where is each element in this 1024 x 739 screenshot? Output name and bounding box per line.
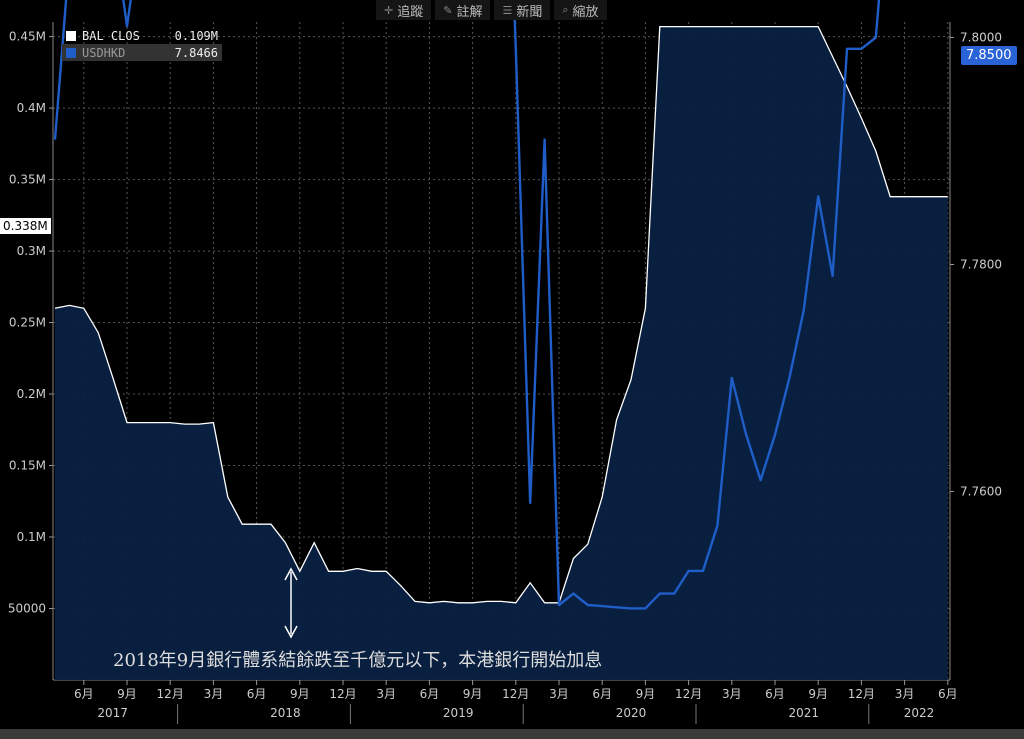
legend-item-usdhkd[interactable]: USDHKD 7.8466 <box>62 44 222 61</box>
left-tick-label: 50000 <box>8 602 46 616</box>
x-tick-label: 3月 <box>549 687 569 701</box>
x-tick-label: 6月 <box>938 687 958 701</box>
balance-area <box>55 26 948 681</box>
legend-series-name: USDHKD <box>82 45 126 60</box>
legend-series-value: 0.109M <box>174 28 218 43</box>
zoom-label: 縮放 <box>572 4 599 20</box>
annotation-arrow <box>284 567 298 639</box>
annotate-button[interactable]: ✎ 註解 <box>435 0 491 20</box>
annotation-text: 2018年9月銀行體系結餘跌至千億元以下，本港銀行開始加息 <box>113 650 603 671</box>
bottom-bar <box>0 729 1024 739</box>
x-year-label: 2019 <box>443 706 474 720</box>
news-label: 新聞 <box>516 4 543 20</box>
legend-series-value: 7.8466 <box>174 45 218 60</box>
x-tick-label: 3月 <box>204 687 224 701</box>
chart-legend: BAL CLOS 0.109M USDHKD 7.8466 <box>62 27 222 61</box>
current-balance-badge: 0.338M <box>0 218 51 234</box>
x-tick-label: 3月 <box>895 687 915 701</box>
legend-swatch <box>66 30 76 41</box>
x-tick-label: 6月 <box>247 687 267 701</box>
x-tick-label: 6月 <box>74 687 94 701</box>
legend-item-bal-clos[interactable]: BAL CLOS 0.109M <box>62 27 222 44</box>
x-tick-label: 9月 <box>290 687 310 701</box>
news-button[interactable]: ☰ 新聞 <box>494 0 551 20</box>
x-tick-label: 6月 <box>592 687 612 701</box>
legend-series-name: BAL CLOS <box>82 28 140 43</box>
series-lines <box>53 0 948 610</box>
x-year-label: 2017 <box>97 706 128 720</box>
x-tick-label: 12月 <box>502 687 529 701</box>
left-tick-label: 0.4M <box>17 101 46 115</box>
track-label: 追蹤 <box>397 4 424 20</box>
x-tick-label: 9月 <box>117 687 137 701</box>
x-tick-label: 6月 <box>765 687 785 701</box>
left-tick-label: 0.2M <box>17 387 46 401</box>
zoom-button[interactable]: ⌕ 縮放 <box>554 0 607 20</box>
right-tick-label: 7.7600 <box>960 485 1002 499</box>
left-tick-label: 0.1M <box>17 530 46 544</box>
x-tick-label: 9月 <box>808 687 828 701</box>
right-tick-label: 7.8000 <box>960 31 1002 45</box>
x-tick-label: 6月 <box>420 687 440 701</box>
left-tick-label: 0.45M <box>9 30 46 44</box>
series-line-bal-clos <box>54 25 948 604</box>
right-tick-label: 7.7800 <box>960 258 1002 272</box>
chart-toolbar: ✛ 追蹤 ✎ 註解 ☰ 新聞 ⌕ 縮放 <box>376 0 607 22</box>
arrow-head-up <box>284 567 298 581</box>
series-line-usdhkd <box>53 0 881 610</box>
x-tick-label: 9月 <box>636 687 656 701</box>
x-year-label: 2020 <box>616 706 647 720</box>
left-tick-label: 0.35M <box>9 173 46 187</box>
x-axis: 6月 9月 12月 3月 6月 9月 12月 3月 6月 9月 12月 3月 6月 9月 12月 3月 6月 9月… <box>74 680 958 724</box>
x-year-label: 2018 <box>270 706 301 720</box>
series-area-bal-clos <box>55 26 948 681</box>
x-tick-label: 12月 <box>157 687 184 701</box>
x-tick-label: 3月 <box>722 687 742 701</box>
annotate-label: 註解 <box>456 4 483 20</box>
legend-swatch <box>66 47 76 58</box>
left-tick-label: 0.3M <box>17 244 46 258</box>
x-tick-label: 3月 <box>376 687 396 701</box>
x-tick-label: 9月 <box>463 687 483 701</box>
left-tick-label: 0.15M <box>9 459 46 473</box>
x-tick-label: 12月 <box>848 687 875 701</box>
left-tick-label: 0.25M <box>9 316 46 330</box>
arrow-head-down <box>284 625 298 639</box>
x-tick-label: 12月 <box>329 687 356 701</box>
x-tick-label: 12月 <box>675 687 702 701</box>
zoom-icon: ⌕ <box>562 3 569 16</box>
news-icon: ☰ <box>502 3 513 17</box>
pencil-icon: ✎ <box>443 3 453 17</box>
crosshair-icon: ✛ <box>384 3 394 17</box>
x-year-label: 2021 <box>789 706 820 720</box>
current-usdhkd-badge: 7.8500 <box>961 46 1017 65</box>
left-axis: 50000 0.1M 0.15M 0.2M 0.25M 0.3M 0.35M 0.4M 0.45… <box>8 30 53 616</box>
track-button[interactable]: ✛ 追蹤 <box>376 0 432 20</box>
x-year-label: 2022 <box>904 706 935 720</box>
